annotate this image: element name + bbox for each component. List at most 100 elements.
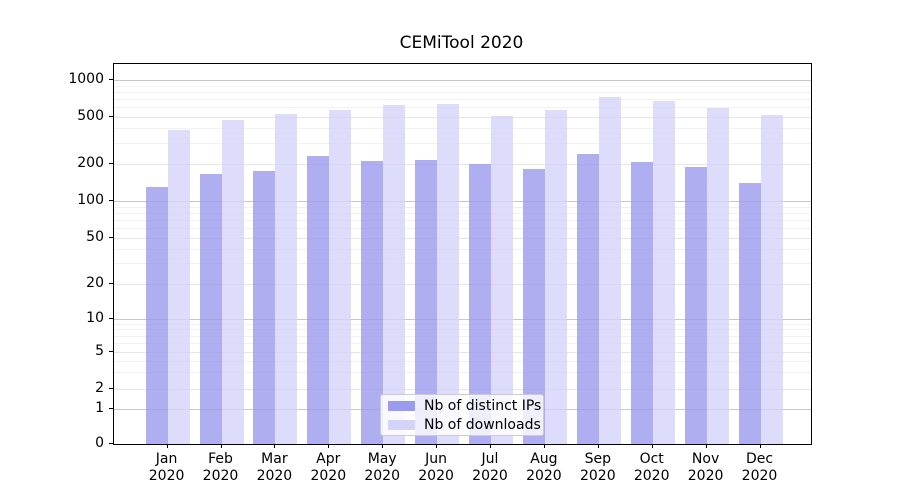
gridline-minor [114, 85, 811, 87]
x-tick-year: 2020 [202, 468, 239, 484]
plot-area: Nb of distinct IPs Nb of downloads [113, 63, 812, 445]
x-tick-label: Mar 2020 [244, 451, 304, 485]
x-tick-month: Aug [530, 451, 558, 467]
bar-downloads-nov [706, 108, 729, 444]
x-tick-mark [651, 444, 653, 448]
y-tick-mark [109, 200, 113, 201]
x-tick-month: Dec [745, 451, 774, 467]
legend-label: Nb of downloads [424, 416, 541, 433]
gridline-minor [114, 219, 811, 221]
x-tick-mark [328, 444, 330, 448]
gridline-minor [114, 263, 811, 265]
x-tick-label: Jan 2020 [137, 451, 197, 485]
bar-distinct-ips-jun [415, 160, 438, 444]
gridline-minor [114, 342, 811, 344]
gridline-minor [114, 107, 811, 109]
x-tick-month: Feb [208, 451, 233, 467]
y-tick-label: 2 [95, 380, 104, 396]
y-tick-label: 10 [86, 309, 104, 326]
x-tick-label: May 2020 [352, 451, 412, 485]
y-tick-label: 500 [77, 108, 104, 124]
bar-downloads-jul [491, 115, 513, 444]
gridline-major [114, 80, 811, 81]
x-tick-label: Feb 2020 [191, 451, 251, 485]
x-tick-year: 2020 [526, 468, 562, 484]
y-tick-label: 50 [86, 228, 104, 245]
x-tick-mark [220, 444, 222, 448]
gridline-minor [114, 143, 811, 145]
y-tick-mark [109, 163, 113, 164]
bar-distinct-ips-aug [522, 169, 545, 444]
bar-distinct-ips-oct [630, 161, 653, 444]
x-tick-mark [597, 444, 599, 448]
gridline-minor [114, 329, 811, 331]
gridline-minor [114, 248, 811, 250]
gridline-sub [114, 283, 811, 285]
bar-distinct-ips-may [361, 160, 384, 444]
gridline-minor [114, 91, 811, 93]
x-tick-mark [543, 444, 545, 448]
gridline-minor [114, 360, 811, 362]
x-tick-year: 2020 [418, 468, 454, 484]
bar-distinct-ips-mar [253, 170, 276, 444]
x-tick-label: Dec 2020 [730, 451, 790, 485]
x-tick-mark [166, 444, 168, 448]
bar-downloads-may [383, 104, 406, 444]
y-tick-label: 100 [77, 192, 104, 208]
x-tick-mark [382, 444, 384, 448]
gridline-sub [114, 117, 811, 118]
x-tick-mark [759, 444, 761, 448]
x-tick-label: Aug 2020 [514, 451, 574, 485]
x-tick-month: Jan [155, 451, 178, 467]
bar-distinct-ips-sep [576, 154, 599, 444]
bar-distinct-ips-dec [738, 183, 761, 444]
x-tick-label: Nov 2020 [676, 451, 736, 485]
x-tick-label: Apr 2020 [298, 451, 358, 485]
gridline-sub [114, 237, 811, 239]
x-tick-month: May [367, 451, 397, 467]
gridline-major [114, 318, 811, 320]
x-tick-month: Oct [639, 451, 664, 467]
bar-distinct-ips-feb [199, 174, 222, 444]
y-tick-label: 1000 [68, 71, 104, 87]
bar-distinct-ips-jul [469, 163, 491, 444]
y-tick-mark [109, 79, 113, 80]
x-tick-month: Mar [261, 451, 288, 467]
y-tick-label: 0 [95, 435, 104, 451]
legend-row: Nb of distinct IPs [388, 396, 543, 415]
x-tick-label: Jul 2020 [460, 451, 520, 485]
gridline-minor [114, 227, 811, 229]
gridline-major [114, 201, 811, 202]
legend-swatch [388, 400, 415, 411]
x-tick-label: Jun 2020 [406, 451, 466, 485]
y-tick-label: 5 [95, 342, 104, 359]
bar-downloads-jun [437, 103, 460, 444]
legend: Nb of distinct IPs Nb of downloads [380, 394, 544, 436]
x-tick-year: 2020 [579, 468, 616, 484]
y-tick-mark [109, 317, 113, 319]
y-tick-mark [109, 116, 113, 117]
legend-swatch [388, 419, 415, 430]
bar-downloads-dec [760, 115, 783, 444]
x-tick-mark [490, 444, 491, 448]
bar-downloads-aug [544, 110, 567, 444]
gridline-minor [114, 212, 811, 214]
legend-label: Nb of distinct IPs [424, 397, 542, 414]
x-tick-mark [436, 444, 438, 448]
gridline-minor [114, 323, 811, 325]
x-tick-mark [274, 444, 276, 448]
y-tick-mark [109, 350, 113, 352]
x-tick-year: 2020 [364, 468, 400, 484]
x-tick-year: 2020 [687, 468, 724, 484]
gridline-minor [114, 128, 811, 130]
x-tick-month: Apr [316, 451, 341, 467]
y-tick-mark [109, 407, 113, 409]
bar-downloads-mar [275, 114, 298, 444]
gridline-minor [114, 99, 811, 100]
bar-downloads-apr [329, 110, 352, 444]
y-tick-label: 200 [77, 155, 104, 171]
y-tick-mark [109, 388, 113, 389]
y-tick-label: 20 [86, 274, 104, 291]
gridline-minor [114, 372, 811, 374]
